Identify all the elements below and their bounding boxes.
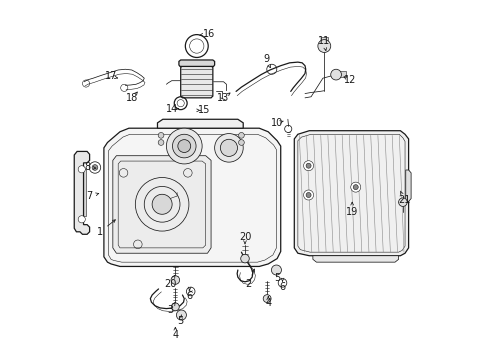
Circle shape: [152, 194, 172, 214]
Circle shape: [353, 185, 358, 190]
Bar: [321, 37, 328, 41]
Text: 19: 19: [346, 207, 358, 217]
Polygon shape: [406, 170, 411, 202]
Text: 4: 4: [172, 330, 178, 341]
Text: 6: 6: [187, 291, 193, 301]
Text: 18: 18: [126, 93, 139, 103]
Circle shape: [239, 140, 245, 145]
Text: 15: 15: [198, 105, 210, 115]
Bar: [337, 71, 346, 77]
Circle shape: [172, 134, 196, 158]
Polygon shape: [104, 128, 281, 266]
Text: 5: 5: [177, 316, 184, 326]
Text: 14: 14: [166, 104, 178, 113]
Text: 21: 21: [398, 195, 410, 204]
Polygon shape: [113, 156, 211, 253]
Circle shape: [167, 128, 202, 164]
Text: 6: 6: [279, 282, 286, 292]
Text: 13: 13: [218, 93, 230, 103]
Polygon shape: [74, 152, 90, 234]
Circle shape: [331, 69, 342, 80]
Text: 3: 3: [167, 305, 173, 315]
Text: 8: 8: [85, 162, 91, 172]
Circle shape: [172, 303, 179, 311]
Circle shape: [78, 166, 85, 173]
Circle shape: [176, 310, 186, 320]
Text: 20: 20: [164, 279, 176, 289]
Circle shape: [158, 140, 164, 145]
Circle shape: [351, 182, 361, 192]
Circle shape: [92, 165, 98, 170]
Circle shape: [171, 276, 180, 284]
Text: 10: 10: [271, 118, 283, 128]
Bar: [77, 169, 86, 216]
Polygon shape: [157, 119, 243, 128]
Circle shape: [304, 161, 314, 171]
Circle shape: [178, 140, 191, 153]
Text: 2: 2: [245, 279, 252, 289]
Text: 11: 11: [318, 36, 330, 46]
Circle shape: [89, 162, 100, 173]
Circle shape: [318, 40, 331, 53]
Circle shape: [306, 163, 311, 168]
Text: 4: 4: [265, 298, 271, 308]
Text: 16: 16: [203, 28, 216, 39]
Circle shape: [304, 190, 314, 200]
Polygon shape: [294, 131, 409, 256]
Text: 7: 7: [86, 191, 93, 201]
Polygon shape: [181, 66, 213, 98]
Circle shape: [271, 265, 281, 275]
Polygon shape: [179, 60, 215, 66]
Circle shape: [78, 216, 85, 223]
Circle shape: [220, 139, 238, 157]
Circle shape: [241, 254, 249, 263]
Text: 20: 20: [239, 232, 251, 242]
Text: 12: 12: [344, 75, 357, 85]
Text: 5: 5: [274, 273, 280, 283]
Text: 17: 17: [105, 71, 117, 81]
Circle shape: [306, 193, 311, 198]
Text: 9: 9: [263, 54, 270, 64]
Polygon shape: [313, 256, 398, 262]
Circle shape: [398, 198, 407, 206]
Circle shape: [239, 132, 245, 138]
Text: 1: 1: [97, 227, 103, 237]
Circle shape: [263, 295, 271, 302]
Circle shape: [215, 134, 243, 162]
Circle shape: [158, 132, 164, 138]
